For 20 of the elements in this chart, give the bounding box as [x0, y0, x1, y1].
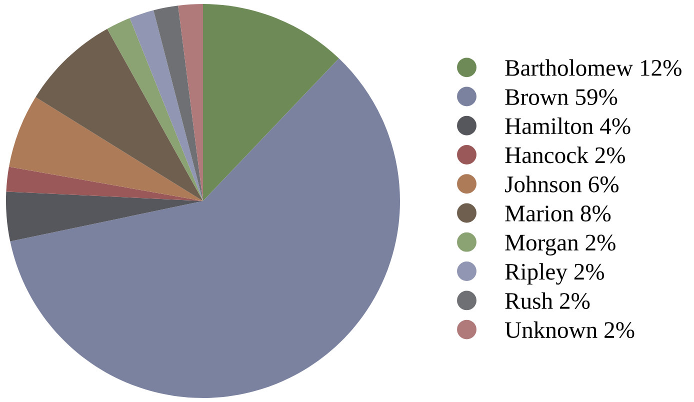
pie-slice	[178, 4, 203, 201]
pie-slice	[107, 18, 203, 201]
legend-label: Ripley 2%	[505, 263, 604, 285]
pie-slice	[6, 192, 203, 242]
legend-label: Marion 8%	[505, 206, 611, 222]
legend-label: Rush 2%	[505, 292, 590, 310]
pie-slice	[154, 6, 203, 201]
legend-label: Hamilton 4%	[505, 118, 630, 134]
legend-label: Bartholomew 12%	[505, 59, 682, 76]
pie-slice	[8, 97, 203, 201]
legend-label: Morgan 2%	[505, 234, 616, 256]
legend-label: Brown 59%	[505, 89, 618, 106]
pie-slice	[36, 28, 203, 201]
legend-label: Unknown 2%	[505, 321, 634, 338]
pie-slice	[130, 10, 203, 201]
pie-slice	[202, 4, 339, 201]
pie-slice	[6, 166, 203, 201]
legend-label: Hancock 2%	[505, 146, 625, 164]
pie-slice	[10, 58, 400, 398]
legend-label: Johnson 6%	[505, 176, 618, 192]
